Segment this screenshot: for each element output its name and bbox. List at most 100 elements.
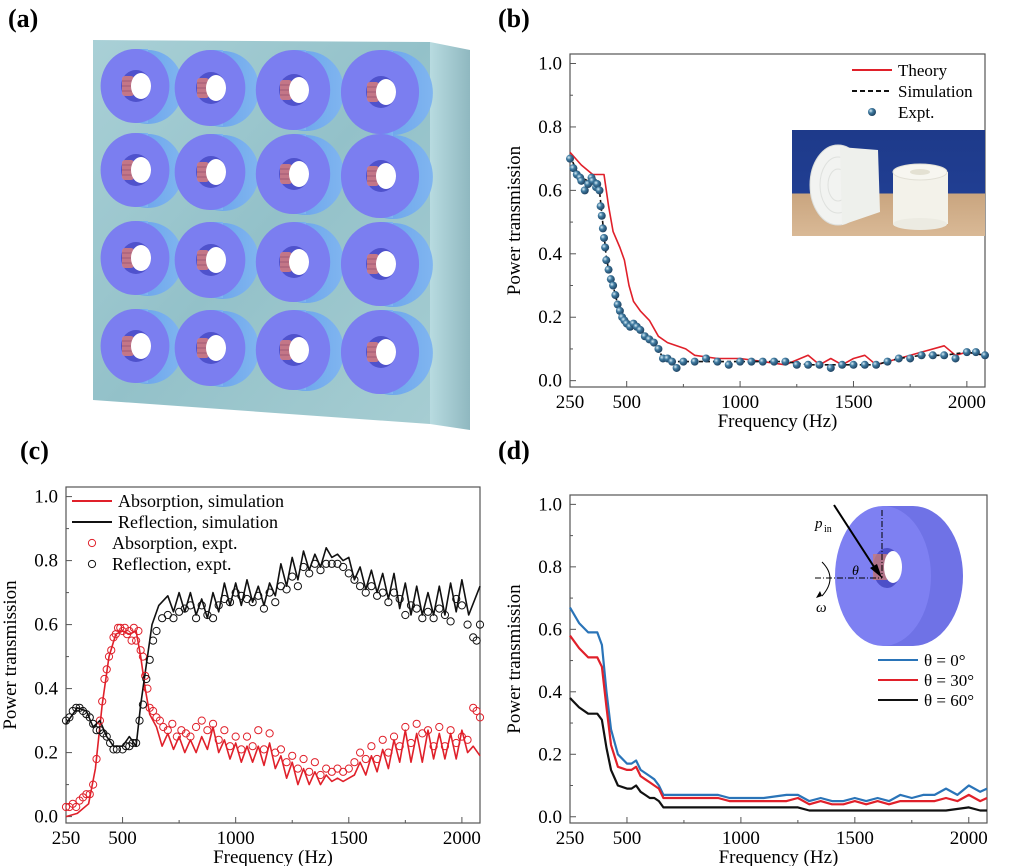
y-tick-label: 0.4 — [34, 679, 58, 700]
metamaterial-array-illustration — [93, 40, 470, 430]
data-point — [265, 729, 274, 738]
x-tick-label: 1500 — [330, 828, 368, 849]
data-point — [672, 363, 681, 372]
ring-unit — [100, 309, 184, 384]
x-tick-label: 500 — [108, 828, 137, 849]
data-point — [566, 154, 574, 163]
data-point — [259, 604, 269, 613]
y-tick-label: 0.4 — [538, 682, 562, 703]
data-point — [600, 233, 609, 242]
y-tick-label: 0.2 — [538, 744, 562, 765]
ring-unit — [174, 310, 260, 387]
data-point — [254, 726, 263, 735]
y-tick-label: 0.0 — [538, 807, 562, 828]
data-point — [649, 338, 658, 347]
data-point — [102, 732, 111, 741]
data-point — [85, 713, 94, 722]
legend: θ = 0°θ = 30°θ = 60° — [878, 651, 974, 710]
data-point — [747, 357, 756, 366]
data-point — [580, 186, 589, 195]
data-point — [981, 351, 989, 360]
data-point — [770, 357, 779, 366]
data-point — [452, 738, 461, 748]
data-point — [225, 598, 235, 607]
data-point — [152, 626, 161, 636]
ring-opening — [376, 79, 396, 105]
ring-opening — [131, 73, 151, 99]
data-point — [472, 706, 481, 716]
data-point — [418, 614, 427, 623]
x-tick-label: 2000 — [443, 828, 481, 849]
x-tick-label: 250 — [556, 828, 585, 849]
data-point — [636, 325, 645, 334]
data-point — [288, 572, 297, 581]
data-point — [106, 738, 115, 748]
data-point — [339, 562, 348, 572]
data-point — [220, 726, 229, 735]
data-point — [367, 582, 376, 591]
data-point — [155, 716, 164, 725]
series-line — [65, 546, 481, 748]
data-point — [611, 291, 620, 300]
data-point — [134, 626, 143, 636]
legend: Theory Simulation Expt. — [852, 61, 973, 122]
data-point — [378, 588, 387, 597]
data-point — [288, 751, 297, 760]
data-point — [389, 588, 399, 597]
y-tick-label: 0.8 — [538, 117, 562, 138]
x-axis-label: Frequency (Hz) — [213, 847, 333, 866]
ring-opening — [131, 245, 151, 271]
data-point — [389, 732, 399, 741]
x-tick-label: 250 — [556, 392, 585, 413]
data-point — [138, 700, 148, 709]
data-point — [242, 732, 252, 741]
data-point — [310, 559, 319, 568]
series--60- — [569, 697, 987, 812]
ring-opening — [289, 77, 309, 103]
data-point — [690, 357, 699, 366]
ring-unit — [255, 222, 344, 303]
data-point — [613, 300, 622, 309]
data-point — [282, 585, 291, 594]
plot-frame — [569, 494, 988, 824]
ring-opening — [289, 161, 309, 187]
ring-opening — [376, 251, 396, 277]
y-tick-label: 0.8 — [34, 551, 58, 572]
data-point — [440, 610, 450, 620]
legend-swatch — [87, 538, 97, 548]
data-point — [395, 742, 404, 751]
data-point — [601, 243, 610, 252]
legend-label: Theory — [898, 61, 948, 80]
ring-unit — [174, 222, 260, 299]
data-point — [597, 211, 606, 220]
legend-label: θ = 60° — [924, 691, 974, 710]
data-point — [191, 614, 201, 623]
ring-unit — [100, 133, 184, 208]
series-expt- — [566, 154, 989, 372]
data-point — [282, 758, 291, 767]
x-tick-label: 500 — [613, 828, 642, 849]
data-point — [109, 745, 118, 754]
legend-item: Simulation — [852, 82, 973, 101]
series-absorption-expt- — [61, 623, 485, 812]
data-point — [906, 354, 915, 363]
ring-opening — [289, 249, 309, 275]
data-point — [92, 754, 101, 764]
data-point — [163, 726, 172, 735]
y-tick-label: 1.0 — [538, 54, 562, 75]
data-point — [928, 351, 937, 360]
data-point — [142, 674, 151, 684]
data-point — [446, 617, 455, 626]
data-point — [849, 360, 858, 369]
data-point — [316, 770, 325, 780]
data-point — [132, 738, 141, 748]
sample-photo-inset — [792, 130, 985, 236]
y-tick-label: 0.0 — [34, 807, 58, 828]
data-point — [214, 601, 223, 610]
x-tick-label: 1500 — [834, 392, 872, 413]
legend-item: θ = 0° — [878, 651, 966, 670]
data-point — [475, 620, 485, 629]
data-point — [679, 357, 688, 366]
data-point — [860, 360, 869, 369]
data-point — [225, 742, 235, 751]
